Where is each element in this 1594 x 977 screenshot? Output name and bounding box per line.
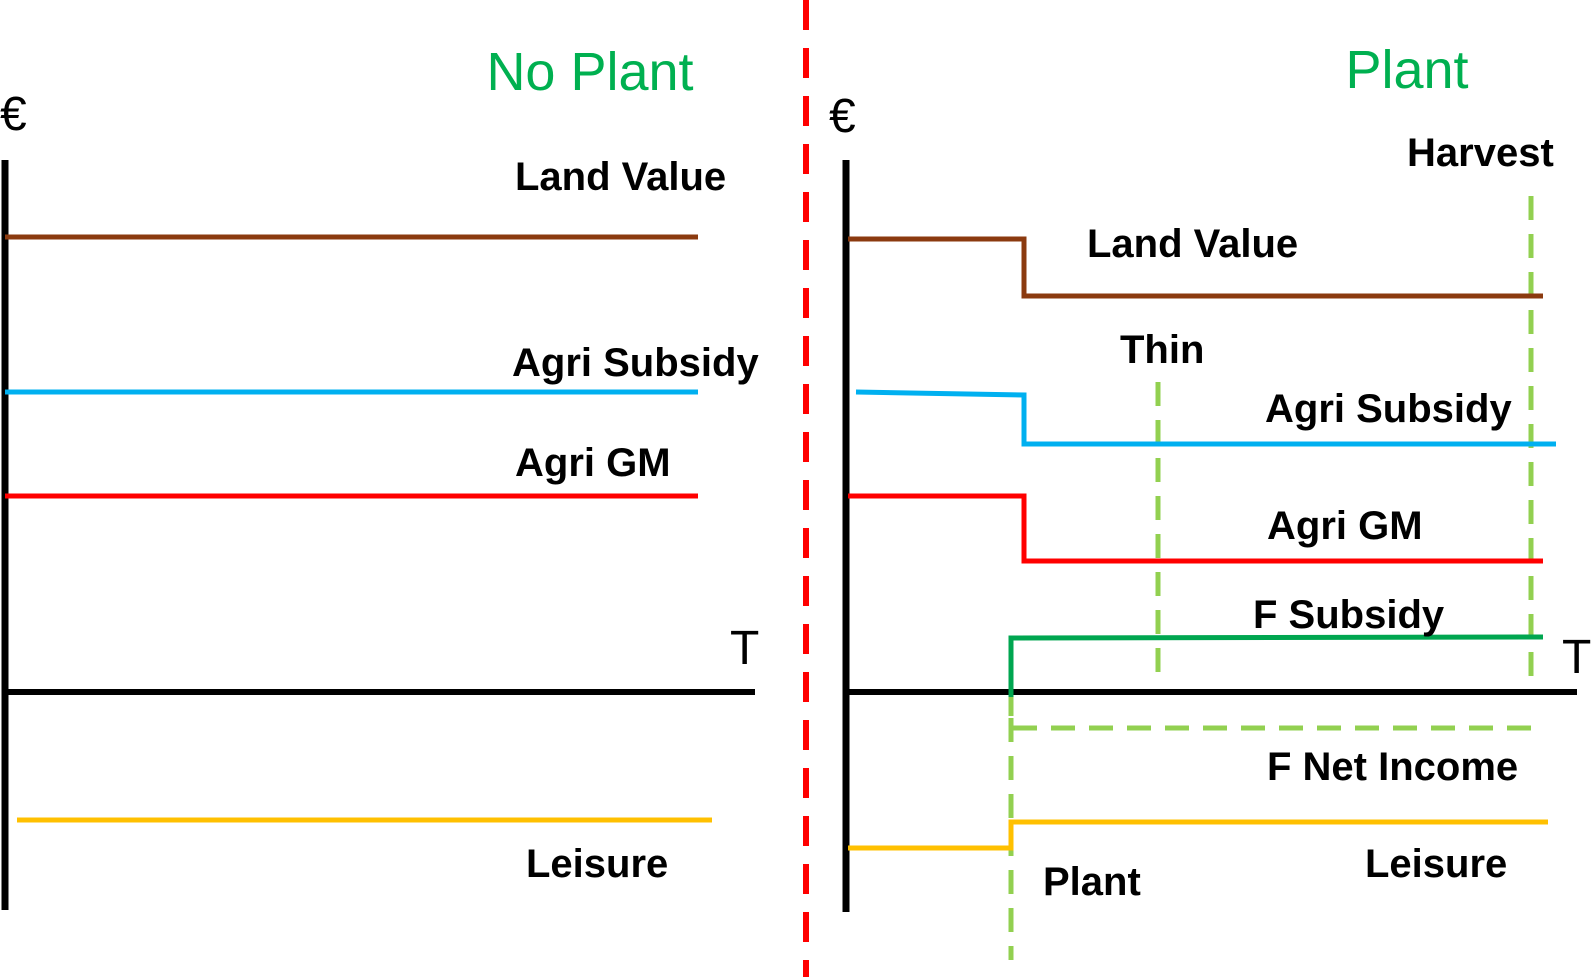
plant-label-agri-subsidy: Agri Subsidy (1265, 387, 1512, 431)
plant-land-value-line (848, 236, 1543, 299)
no-plant-euro-symbol: € (0, 88, 27, 141)
no-plant-label-leisure: Leisure (526, 842, 668, 886)
plant-panel: Plant € T Harvest Land Value Thin Agri S… (829, 40, 1591, 960)
no-plant-label-land-value: Land Value (515, 155, 726, 199)
plant-f-subsidy-line (1008, 634, 1544, 697)
plant-label-leisure: Leisure (1365, 842, 1507, 886)
plant-leisure-line (848, 819, 1548, 851)
plant-label-f-net-income: F Net Income (1267, 745, 1518, 789)
no-plant-time-symbol: T (730, 622, 759, 675)
no-plant-label-agri-gm: Agri GM (515, 441, 671, 485)
f-net-income-line (1008, 692, 1543, 731)
plant-label-land-value: Land Value (1087, 222, 1298, 266)
no-plant-label-agri-subsidy: Agri Subsidy (512, 341, 759, 385)
no-plant-panel: No Plant € T Land Value Agri Subsidy Agr… (0, 42, 759, 910)
plant-label-plant-event: Plant (1043, 860, 1141, 904)
plant-time-symbol: T (1562, 631, 1591, 684)
plant-agri-gm-line (848, 493, 1543, 564)
plant-label-f-subsidy: F Subsidy (1253, 593, 1445, 637)
plant-title: Plant (1345, 40, 1468, 100)
plant-label-harvest: Harvest (1407, 131, 1554, 175)
plant-label-thin: Thin (1120, 328, 1204, 372)
plant-euro-symbol: € (829, 90, 856, 143)
no-plant-title: No Plant (486, 42, 693, 102)
plant-label-agri-gm: Agri GM (1267, 504, 1423, 548)
plant-agri-subsidy-line (855, 389, 1556, 447)
